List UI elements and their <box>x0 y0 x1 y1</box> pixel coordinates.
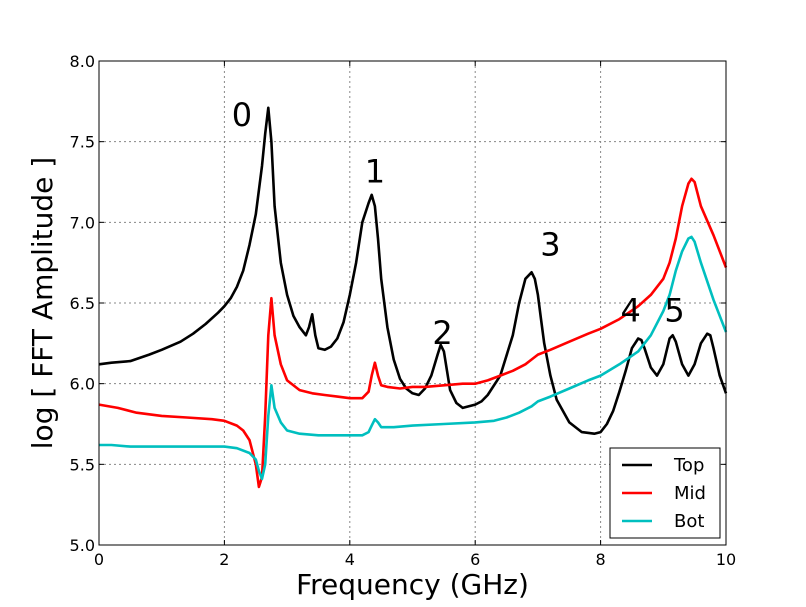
x-tick-label: 6 <box>470 550 480 569</box>
y-tick-label: 7.0 <box>70 213 95 232</box>
peak-label-2: 2 <box>432 314 452 352</box>
x-tick-label: 2 <box>219 550 229 569</box>
legend-label-top: Top <box>673 455 704 476</box>
legend-label-bot: Bot <box>674 511 704 532</box>
y-tick-label: 5.0 <box>70 536 95 555</box>
peak-label-5: 5 <box>664 291 684 329</box>
y-tick-label: 5.5 <box>70 455 95 474</box>
x-tick-label: 4 <box>345 550 355 569</box>
x-tick-label: 8 <box>596 550 606 569</box>
x-tick-label: 10 <box>716 550 736 569</box>
axis-ticks: 0 2 4 6 8 105.05.56.06.57.07.58.0 <box>70 52 737 569</box>
y-tick-label: 8.0 <box>70 52 95 71</box>
grid <box>99 61 726 545</box>
legend: Top Mid Bot <box>609 447 721 539</box>
series-line-top <box>98 106 728 436</box>
series-lines <box>98 106 728 489</box>
y-tick-label: 6.5 <box>70 294 95 313</box>
legend-label-mid: Mid <box>674 483 706 504</box>
y-axis-label: log [ FFT Amplitude ] <box>26 157 59 449</box>
peak-label-0: 0 <box>232 96 252 134</box>
x-axis-label: Frequency (GHz) <box>296 568 529 601</box>
y-tick-label: 7.5 <box>70 133 95 152</box>
y-tick-label: 6.0 <box>70 375 95 394</box>
peak-label-3: 3 <box>540 225 560 263</box>
peak-label-4: 4 <box>621 291 641 329</box>
peak-annotations: 0 1 2 3 4 5 <box>232 96 685 352</box>
peak-label-1: 1 <box>365 153 385 191</box>
series-line-bot <box>99 235 728 481</box>
x-tick-label: 0 <box>94 550 104 569</box>
